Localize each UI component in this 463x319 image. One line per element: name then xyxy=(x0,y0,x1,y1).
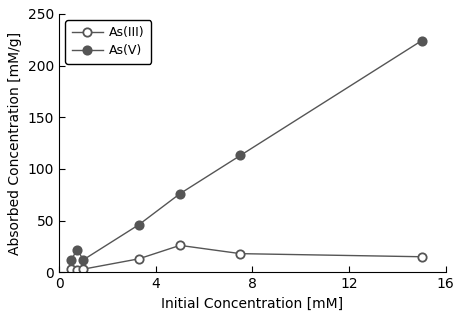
Y-axis label: Absorbed Concentration [mM/g]: Absorbed Concentration [mM/g] xyxy=(8,32,22,255)
As(III) xyxy=(177,243,183,247)
As(III) xyxy=(69,267,74,271)
As(III) xyxy=(136,257,142,261)
As(V) xyxy=(75,248,80,251)
Legend: As(III), As(V): As(III), As(V) xyxy=(65,20,151,63)
As(V) xyxy=(238,153,243,157)
Line: As(V): As(V) xyxy=(67,37,426,264)
As(V) xyxy=(177,192,183,196)
As(III) xyxy=(75,268,80,272)
As(V) xyxy=(69,258,74,262)
As(III) xyxy=(81,267,86,271)
As(III) xyxy=(419,255,425,259)
As(V) xyxy=(81,258,86,262)
X-axis label: Initial Concentration [mM]: Initial Concentration [mM] xyxy=(162,297,344,311)
As(III) xyxy=(238,252,243,256)
Line: As(III): As(III) xyxy=(67,241,426,274)
As(V) xyxy=(419,39,425,43)
As(V) xyxy=(136,223,142,226)
